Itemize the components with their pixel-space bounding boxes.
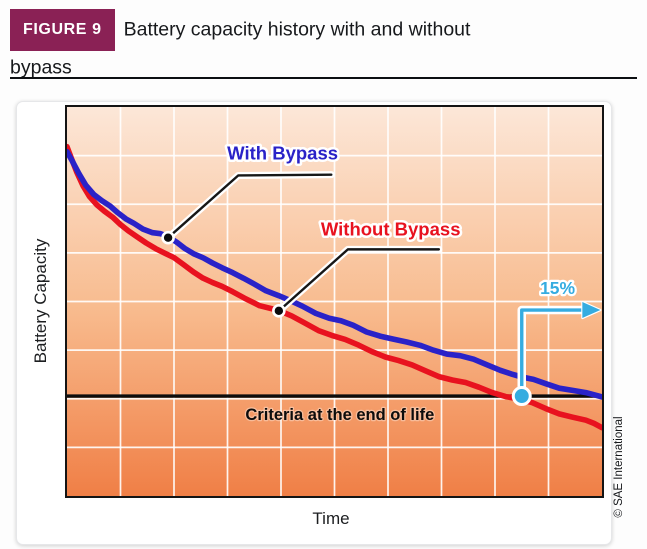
figure-badge: FIGURE 9 bbox=[10, 9, 115, 51]
chart-card: Battery Capacity With Bypass Without Bypa… bbox=[16, 101, 612, 545]
series-with-bypass bbox=[67, 148, 602, 400]
callout-line bbox=[166, 173, 333, 239]
callout-label-without-bypass: Without Bypass bbox=[321, 219, 461, 240]
callout-label-with-bypass: With Bypass bbox=[227, 142, 338, 163]
callout-dot bbox=[161, 230, 175, 245]
drop-dot bbox=[511, 386, 532, 407]
callout-line-halo bbox=[164, 171, 335, 242]
header-rule bbox=[10, 77, 637, 79]
series-without-bypass bbox=[67, 143, 602, 431]
callout-line bbox=[277, 248, 441, 313]
figure-title: Battery capacity history with and withou… bbox=[10, 18, 471, 79]
criteria-label: Criteria at the end of life bbox=[245, 406, 434, 424]
drop-percent-label: 15% bbox=[540, 278, 575, 298]
drop-line bbox=[520, 308, 587, 398]
figure-header: FIGURE 9 Battery capacity history with an… bbox=[10, 9, 510, 84]
plot-svg: With Bypass Without Bypass Criteria at the… bbox=[67, 107, 602, 496]
x-axis-label: Time bbox=[312, 509, 350, 528]
drop-arrowhead-icon bbox=[581, 300, 602, 320]
drop-line-halo bbox=[517, 305, 589, 401]
callout-dot bbox=[272, 304, 286, 318]
y-axis-label: Battery Capacity bbox=[31, 238, 50, 364]
credit-text: © SAE International bbox=[613, 416, 625, 518]
plot-area: With Bypass Without Bypass Criteria at the… bbox=[65, 105, 604, 498]
